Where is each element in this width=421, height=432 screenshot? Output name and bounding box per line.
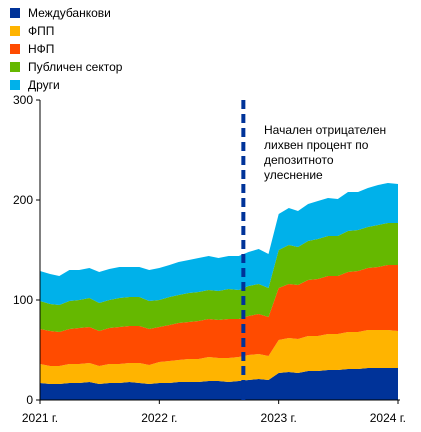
legend-label: НФП	[28, 42, 55, 56]
area-series-0	[40, 368, 398, 400]
x-tick-label: 2023 г.	[261, 411, 297, 425]
legend-item: Междубанкови	[10, 4, 122, 22]
annotation-text-line: улеснение	[264, 168, 323, 182]
chart-areas	[40, 183, 398, 400]
annotation-text-line: депозитното	[264, 153, 334, 167]
legend-swatch	[10, 44, 20, 54]
legend-label: Други	[28, 78, 60, 92]
x-tick-label: 2024 г.	[370, 411, 406, 425]
legend-item: Публичен сектор	[10, 58, 122, 76]
legend-swatch	[10, 26, 20, 36]
x-tick-label: 2021 г.	[22, 411, 58, 425]
y-tick-label: 200	[13, 193, 33, 207]
chart-axes: 0 100 200 300 2021 г. 2022 г. 2023 г. 2024 г.	[13, 93, 406, 425]
legend-item: НФП	[10, 40, 122, 58]
y-tick-label: 100	[13, 293, 33, 307]
legend-label: Публичен сектор	[28, 60, 123, 74]
annotation-text-line: лихвен процент по	[264, 138, 369, 152]
legend-swatch	[10, 8, 20, 18]
annotation-text-line: Начален отрицателен	[264, 123, 386, 137]
legend-swatch	[10, 80, 20, 90]
area-series-1	[40, 330, 398, 384]
x-tick-label: 2022 г.	[141, 411, 177, 425]
area-series-3	[40, 223, 398, 332]
y-tick-label: 0	[26, 393, 33, 407]
chart-legend: Междубанкови ФПП НФП Публичен сектор Други	[10, 4, 122, 94]
area-series-2	[40, 265, 398, 366]
area-series-4	[40, 183, 398, 305]
legend-swatch	[10, 62, 20, 72]
legend-item: Други	[10, 76, 122, 94]
y-tick-label: 300	[13, 93, 33, 107]
legend-label: Междубанкови	[28, 6, 111, 20]
legend-label: ФПП	[28, 24, 55, 38]
legend-item: ФПП	[10, 22, 122, 40]
